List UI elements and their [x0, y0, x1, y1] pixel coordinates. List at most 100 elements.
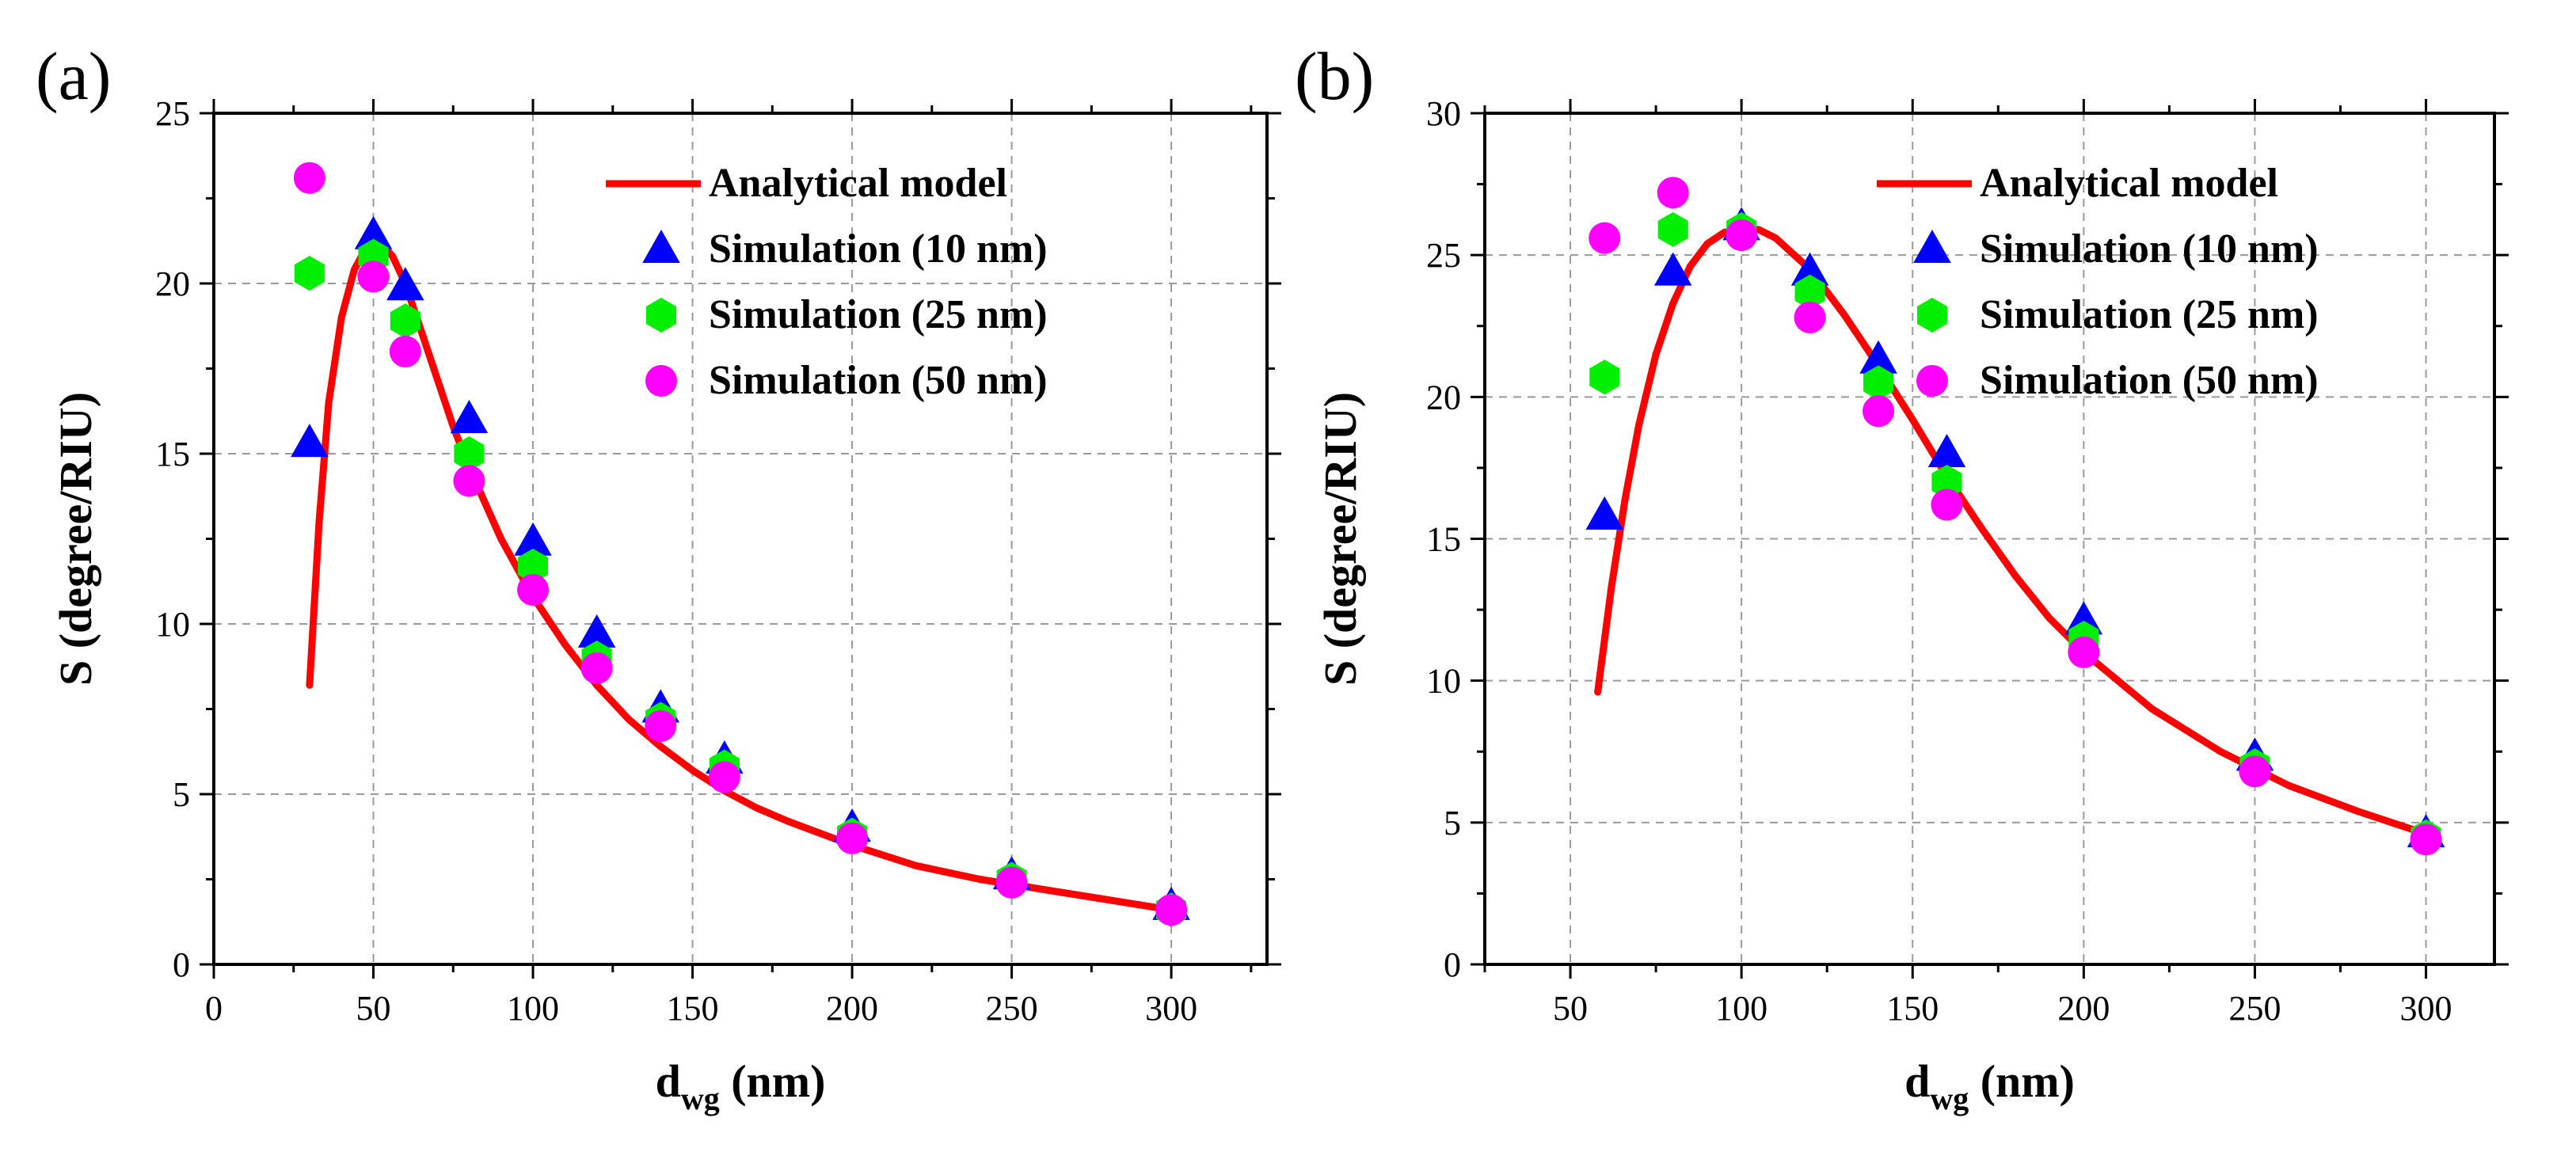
data-point-hexagon — [1863, 365, 1894, 401]
panel-b-analytical-curve — [1594, 226, 2430, 838]
x-axis-title-subscript: wg — [681, 1081, 720, 1116]
data-point-triangle — [1653, 252, 1692, 286]
legend-marker-triangle — [1913, 230, 1951, 263]
data-point-circle — [1794, 302, 1826, 333]
panel-b-legend: Analytical model Simulation (10 nm) Simula… — [1877, 161, 2319, 403]
y-tick-label: 30 — [1426, 94, 1461, 133]
data-point-circle — [2068, 636, 2100, 668]
data-point-circle — [1657, 177, 1689, 209]
data-point-circle — [645, 710, 677, 742]
data-point-hexagon — [294, 256, 325, 291]
legend-label: Simulation (25 nm) — [1980, 292, 2319, 337]
x-tick-label: 250 — [2228, 989, 2281, 1028]
panel-b-y-axis-title: S (degree/RIU) — [1315, 392, 1366, 686]
data-point-circle — [293, 162, 325, 194]
data-point-triangle — [386, 267, 424, 301]
legend-label: Simulation (25 nm) — [709, 292, 1048, 337]
data-point-triangle — [1927, 434, 1966, 467]
y-tick-label: 0 — [1444, 945, 1461, 984]
y-tick-label: 20 — [1426, 378, 1461, 416]
x-tick-label: 50 — [356, 989, 391, 1028]
data-point-triangle — [354, 215, 393, 249]
data-point-hexagon — [454, 436, 485, 471]
panel-b-chart: 50 100 150 200 250 300 0 5 10 15 20 25 30 S (degree/R… — [1295, 38, 2509, 1116]
x-tick-label: 250 — [986, 989, 1038, 1028]
x-tick-label: 300 — [1145, 989, 1197, 1028]
y-tick-label: 5 — [1444, 804, 1461, 842]
x-tick-label: 50 — [1553, 989, 1588, 1028]
x-axis-title-subscript: wg — [1930, 1081, 1969, 1116]
data-point-hexagon — [517, 548, 549, 584]
y-tick-label: 10 — [155, 605, 190, 644]
legend-marker-hexagon — [1916, 298, 1948, 333]
legend-label: Analytical model — [1980, 161, 2278, 206]
data-point-circle — [2410, 823, 2442, 856]
data-point-circle — [2239, 755, 2271, 788]
data-point-circle — [1726, 219, 1758, 252]
x-tick-label: 100 — [1715, 989, 1767, 1028]
data-point-circle — [1931, 489, 1963, 521]
y-tick-label: 25 — [155, 94, 190, 133]
panel-b-x-axis-title: dwg (nm) — [1904, 1055, 2075, 1116]
data-point-hexagon — [1794, 274, 1825, 310]
x-tick-label: 100 — [507, 989, 559, 1028]
x-axis-title-unit: (nm) — [1969, 1055, 2075, 1107]
y-tick-label: 15 — [1426, 520, 1461, 559]
data-point-hexagon — [1589, 359, 1620, 395]
data-point-triangle — [577, 614, 616, 648]
data-point-circle — [357, 260, 390, 293]
data-point-circle — [389, 336, 421, 367]
x-axis-title-unit: (nm) — [720, 1055, 826, 1107]
data-point-circle — [708, 761, 740, 793]
data-point-circle — [836, 822, 869, 854]
data-point-triangle — [514, 522, 552, 556]
legend-label: Simulation (10 nm) — [709, 226, 1048, 272]
x-tick-label: 200 — [2057, 989, 2110, 1028]
legend-marker-circle — [1916, 365, 1948, 397]
x-axis-title-main: d — [1904, 1055, 1930, 1107]
panel-a-label: (a) — [36, 38, 111, 114]
data-point-circle — [580, 652, 613, 684]
data-point-hexagon — [390, 303, 420, 339]
panel-a-grid — [214, 113, 1267, 964]
y-tick-label: 20 — [155, 264, 190, 303]
data-point-circle — [1155, 894, 1188, 926]
legend-label: Simulation (10 nm) — [1980, 226, 2319, 272]
data-point-circle — [1589, 222, 1621, 254]
panel-a-chart: 0 50 100 150 200 250 300 0 5 10 15 20 25 S (degree/RI… — [36, 38, 1281, 1116]
data-point-triangle — [1859, 340, 1897, 374]
panel-a-legend: Analytical model Simulation (10 nm) Simula… — [606, 161, 1048, 403]
data-point-hexagon — [1657, 211, 1688, 247]
data-point-circle — [453, 465, 485, 497]
panel-b-label: (b) — [1295, 38, 1374, 114]
x-tick-label: 200 — [826, 989, 878, 1028]
legend-marker-triangle — [642, 230, 680, 263]
y-tick-label: 10 — [1426, 662, 1461, 701]
legend-label: Analytical model — [709, 161, 1007, 206]
data-point-circle — [995, 866, 1028, 899]
panel-a-series-circle — [293, 162, 1188, 926]
x-axis-title-main: d — [656, 1055, 681, 1107]
data-point-triangle — [1790, 252, 1829, 286]
x-tick-label: 150 — [1886, 989, 1939, 1028]
y-tick-label: 25 — [1426, 236, 1461, 275]
panel-a-analytical-curve — [306, 238, 1175, 914]
legend-label: Simulation (50 nm) — [709, 358, 1048, 403]
x-tick-label: 0 — [205, 989, 223, 1028]
y-tick-label: 15 — [155, 435, 190, 473]
y-tick-label: 5 — [173, 775, 190, 814]
data-point-circle — [517, 574, 550, 606]
y-tick-label: 0 — [173, 945, 190, 984]
panel-a-y-axis-title: S (degree/RIU) — [50, 392, 101, 686]
data-point-circle — [1863, 395, 1895, 428]
legend-marker-circle — [645, 365, 677, 397]
data-point-triangle — [291, 424, 329, 458]
data-point-hexagon — [1931, 464, 1962, 500]
x-tick-label: 300 — [2400, 989, 2452, 1028]
legend-label: Simulation (50 nm) — [1980, 358, 2319, 403]
legend-marker-hexagon — [645, 298, 677, 333]
panel-b-series-circle — [1589, 177, 2442, 856]
x-tick-label: 150 — [667, 989, 719, 1028]
panel-a-x-axis-title: dwg (nm) — [656, 1055, 826, 1116]
